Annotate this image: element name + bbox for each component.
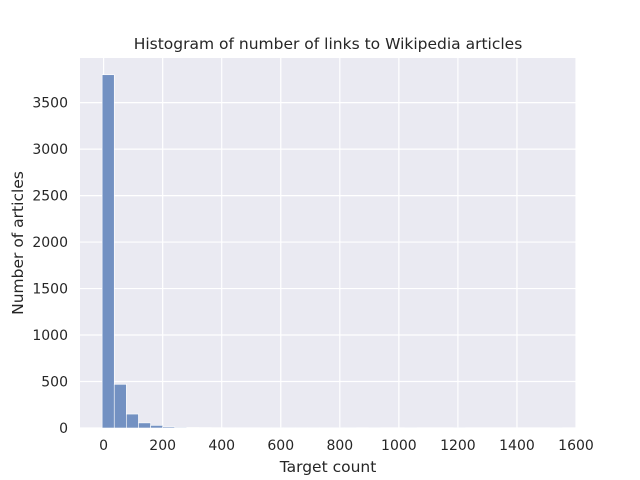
grid-lines [80,58,577,429]
x-tick-label: 0 [99,438,108,454]
x-tick-label: 1600 [558,438,594,454]
y-axis-label: Number of articles [9,171,27,315]
y-tick-label: 2000 [32,235,68,251]
y-tick-label: 2500 [32,189,68,205]
tick-labels: 0 200 400 600 800 1000 1200 1400 1600 0 500 1000 150… [32,96,593,454]
x-tick-label: 1400 [499,438,535,454]
histogram-bar [162,426,176,429]
histogram-bar [113,384,127,429]
x-tick-label: 1200 [440,438,476,454]
chart-title: Histogram of number of links to Wikipedi… [134,35,523,53]
y-tick-label: 1000 [32,328,68,344]
y-tick-label: 1500 [32,282,68,298]
histogram-bar [150,425,163,429]
histogram-bar [101,74,115,429]
histogram-bar [174,426,188,429]
plot-area [80,58,576,428]
y-tick-label: 500 [41,375,68,391]
histogram-bar [138,422,151,429]
x-tick-label: 800 [326,438,353,454]
x-tick-label: 600 [267,438,294,454]
x-tick-label: 200 [149,438,176,454]
histogram-bars [101,74,563,429]
y-tick-label: 3500 [32,96,68,112]
y-tick-label: 3000 [32,142,68,158]
x-axis-label: Target count [279,458,377,476]
x-tick-label: 1000 [381,438,417,454]
y-tick-label: 0 [59,421,68,437]
x-tick-label: 400 [208,438,235,454]
histogram-bar [126,413,139,429]
